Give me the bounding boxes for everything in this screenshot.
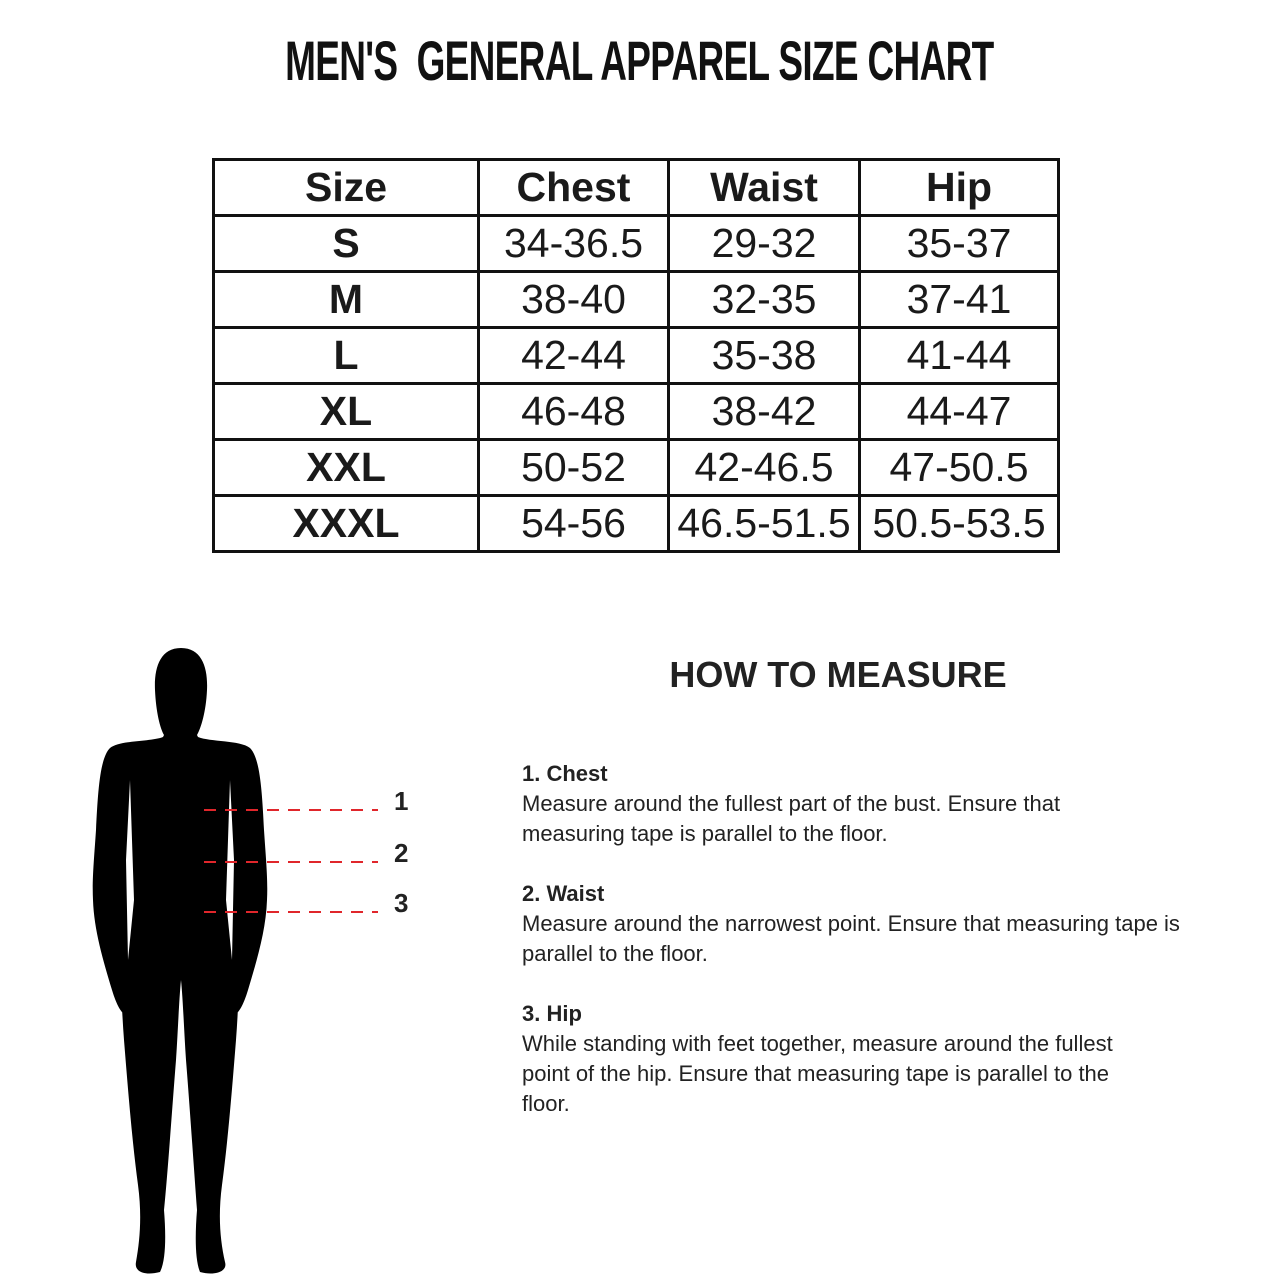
waist-text: Measure around the narrowest point. Ensu… [522, 911, 1180, 966]
waist-title: 2. Waist [522, 881, 605, 906]
header-chest: Chest [477, 158, 670, 217]
cell-size: XL [212, 382, 480, 441]
cell-waist: 46.5-51.5 [667, 494, 861, 553]
table-row: XXXL 54-56 46.5-51.5 50.5-53.5 [212, 494, 1060, 553]
cell-size: L [212, 326, 480, 385]
header-waist: Waist [667, 158, 861, 217]
cell-size: S [212, 214, 480, 273]
cell-waist: 29-32 [667, 214, 861, 273]
table-row: M 38-40 32-35 37-41 [212, 270, 1060, 329]
header-size: Size [212, 158, 480, 217]
size-chart-table: Size Chest Waist Hip S 34-36.5 29-32 35-37 M… [212, 158, 1060, 553]
body-silhouette [92, 648, 378, 1274]
marker-2: 2 [394, 838, 409, 868]
cell-hip: 37-41 [858, 270, 1060, 329]
cell-chest: 46-48 [477, 382, 670, 441]
cell-waist: 35-38 [667, 326, 861, 385]
cell-size: M [212, 270, 480, 329]
cell-chest: 34-36.5 [477, 214, 670, 273]
measure-lines [204, 809, 378, 913]
cell-waist: 32-35 [667, 270, 861, 329]
cell-chest: 54-56 [477, 494, 670, 553]
cell-waist: 38-42 [667, 382, 861, 441]
how-to-measure-heading: HOW TO MEASURE [669, 654, 1007, 695]
hip-section: 3. Hip While standing with feet together… [522, 999, 1212, 1119]
table-row: XXL 50-52 42-46.5 47-50.5 [212, 438, 1060, 497]
cell-hip: 50.5-53.5 [858, 494, 1060, 553]
chest-section: 1. Chest Measure around the fullest part… [522, 759, 1212, 849]
table-header-row: Size Chest Waist Hip [212, 158, 1060, 217]
cell-chest: 38-40 [477, 270, 670, 329]
cell-hip: 35-37 [858, 214, 1060, 273]
silhouette-icon [92, 648, 268, 1274]
table-row: S 34-36.5 29-32 35-37 [212, 214, 1060, 273]
cell-chest: 50-52 [477, 438, 670, 497]
cell-waist: 42-46.5 [667, 438, 861, 497]
hip-title: 3. Hip [522, 1001, 582, 1026]
cell-hip: 47-50.5 [858, 438, 1060, 497]
waist-section: 2. Waist Measure around the narrowest po… [522, 879, 1212, 969]
marker-3: 3 [394, 888, 409, 918]
table-row: XL 46-48 38-42 44-47 [212, 382, 1060, 441]
cell-hip: 44-47 [858, 382, 1060, 441]
cell-size: XXXL [212, 494, 480, 553]
header-hip: Hip [858, 158, 1060, 217]
chest-title: 1. Chest [522, 761, 608, 786]
page-title: MEN'S GENERAL APPAREL SIZE CHART [285, 29, 994, 92]
cell-hip: 41-44 [858, 326, 1060, 385]
hip-text: While standing with feet together, measu… [522, 1031, 1113, 1116]
table-row: L 42-44 35-38 41-44 [212, 326, 1060, 385]
marker-1: 1 [394, 786, 409, 816]
cell-size: XXL [212, 438, 480, 497]
chest-text: Measure around the fullest part of the b… [522, 791, 1061, 846]
cell-chest: 42-44 [477, 326, 670, 385]
